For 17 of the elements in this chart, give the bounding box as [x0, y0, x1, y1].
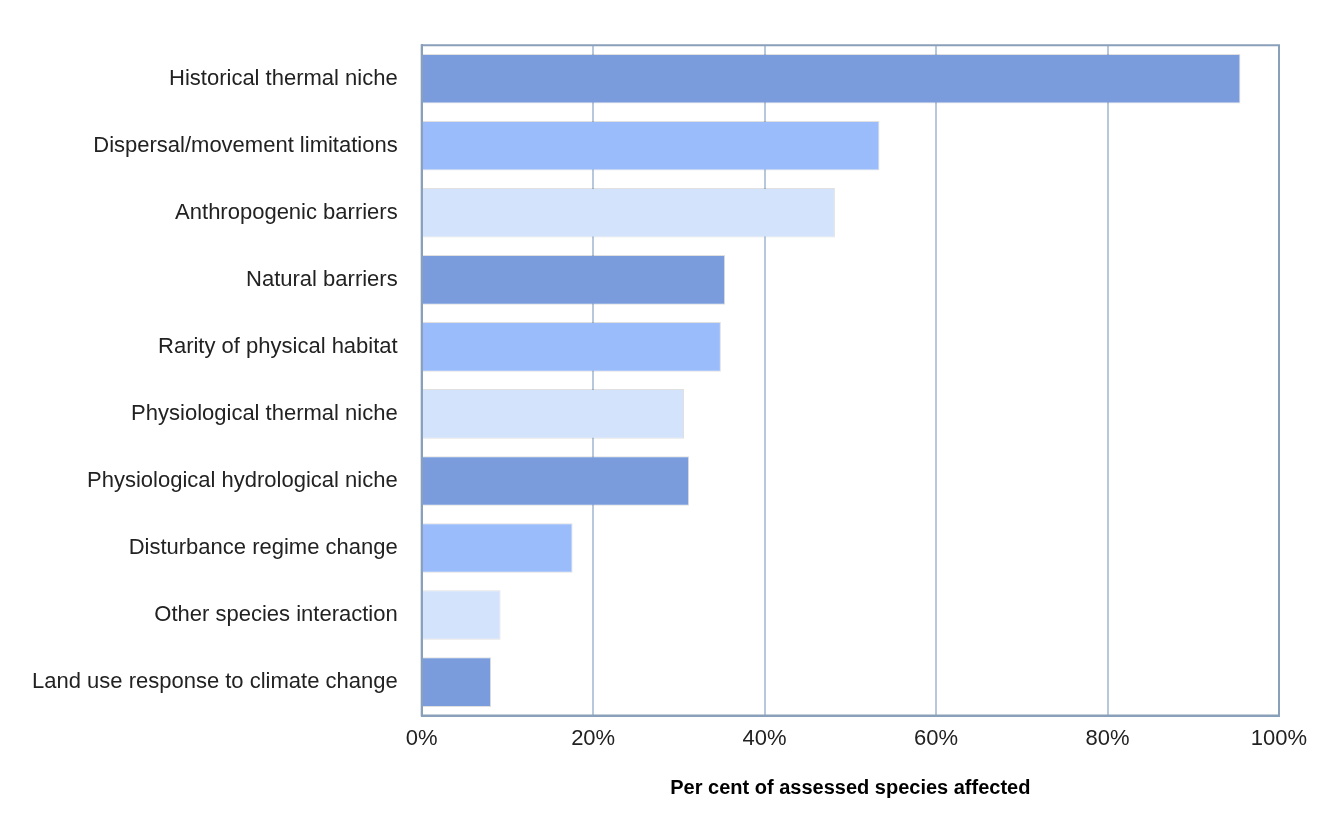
y-tick-label: Physiological thermal niche: [131, 399, 398, 425]
x-tick-label: 0%: [405, 724, 438, 750]
y-tick-label: Natural barriers: [246, 265, 398, 291]
y-tick-label: Physiological hydrological niche: [87, 467, 398, 493]
y-tick-label: Rarity of physical habitat: [158, 332, 398, 358]
x-tick-label: 60%: [914, 724, 959, 750]
y-tick-label: Other species interaction: [154, 601, 398, 627]
y-tick-label: Disturbance regime change: [128, 534, 398, 560]
y-tick-label: Land use response to climate change: [32, 668, 398, 694]
y-tick-label: Anthropogenic barriers: [175, 198, 398, 224]
x-axis-title: Per cent of assessed species affected: [670, 775, 1031, 798]
x-tick-label: 80%: [1085, 724, 1130, 750]
x-tick-label: 20%: [571, 724, 616, 750]
y-tick-label: Dispersal/movement limitations: [93, 131, 398, 157]
y-tick-label: Historical thermal niche: [169, 64, 398, 90]
x-tick-label: 100%: [1250, 724, 1308, 750]
x-tick-label: 40%: [742, 724, 787, 750]
